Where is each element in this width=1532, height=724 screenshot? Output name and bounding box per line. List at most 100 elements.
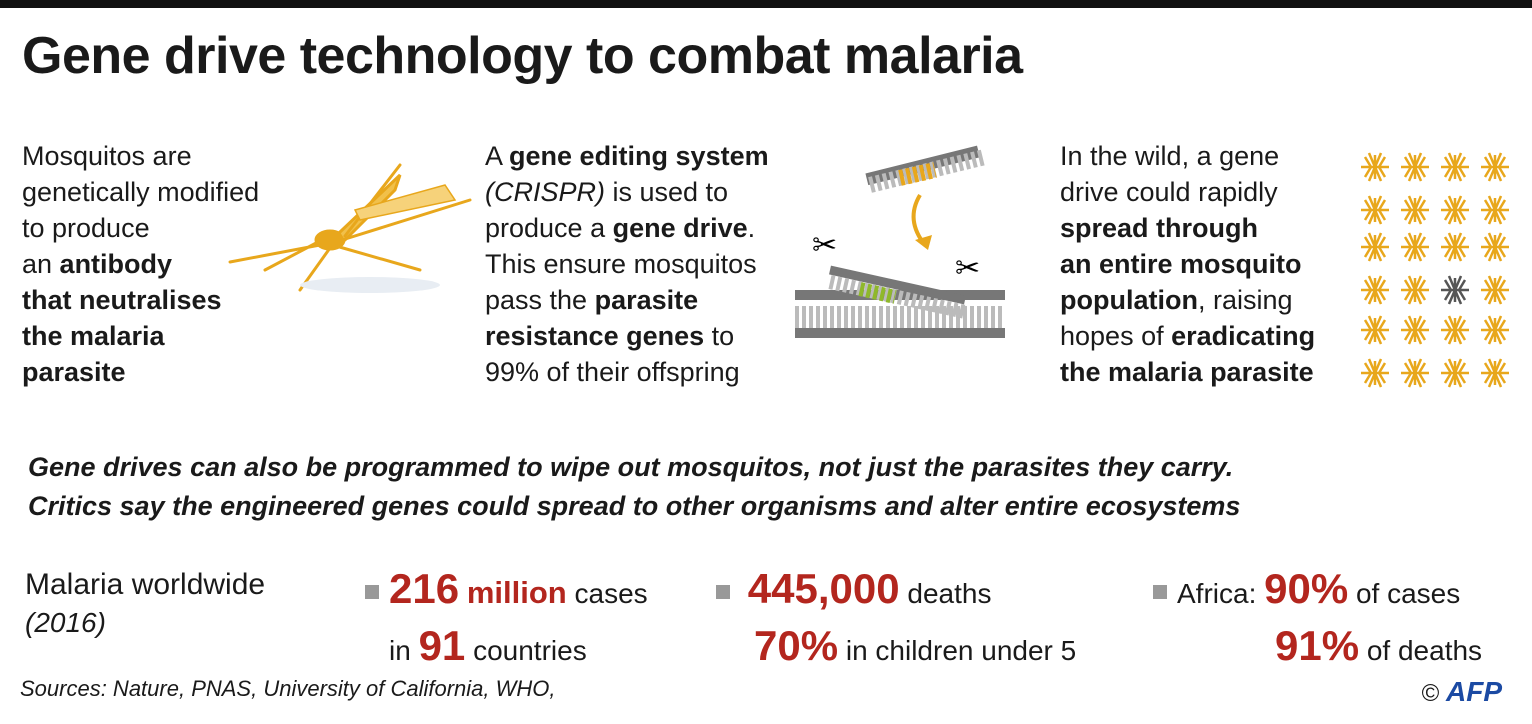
mosquito-icon [1441, 315, 1469, 345]
sources: Sources: Nature, PNAS, University of Cal… [20, 676, 556, 701]
mosquito-icon [1481, 195, 1509, 225]
text: parasite [594, 285, 699, 315]
stat-cases: 216 million cases in 91 countries [365, 563, 648, 677]
text: deaths [899, 578, 992, 609]
mosquito-icon [1481, 315, 1509, 345]
mosquito-icon [1401, 358, 1429, 388]
text: the malaria [22, 321, 165, 351]
shadow [300, 277, 440, 293]
mosquito-icon [1361, 358, 1389, 388]
strand-teeth [828, 275, 967, 319]
text: an [22, 249, 60, 279]
figure: 91% [1275, 622, 1360, 669]
arrow-head [915, 235, 932, 250]
mosquito-icon [1401, 315, 1429, 345]
mosquito-illustration [228, 163, 472, 293]
copyright: © [1421, 680, 1440, 707]
text: in [389, 635, 419, 666]
heading: Malaria worldwide [25, 568, 266, 601]
text: cases [566, 578, 648, 609]
text: Mosquitos are [22, 141, 192, 171]
text: spread through [1060, 213, 1259, 243]
panel-3: In the wild, a gene drive could rapidly … [1060, 138, 1315, 390]
mosquito-icon [1361, 232, 1389, 262]
mosquito-wing [353, 184, 457, 221]
stats-heading: Malaria worldwide (2016) [25, 566, 265, 642]
text: A [485, 141, 510, 171]
text: an entire mosquito [1060, 249, 1302, 279]
mosquito-icon [1401, 152, 1429, 182]
text: of deaths [1359, 635, 1483, 666]
figure: 91 [418, 622, 466, 669]
text: , raising [1197, 285, 1293, 315]
figure: 70% [754, 622, 839, 669]
insert [898, 162, 937, 186]
scissors: ✂ [955, 252, 980, 285]
note: Gene drives can also be programmed to wi… [28, 448, 1240, 526]
mosquito-icon [1481, 232, 1509, 262]
mosquito-icon [1361, 152, 1389, 182]
figure: 445,000 [747, 565, 900, 612]
text: parasite [22, 357, 126, 387]
text: gene drive [612, 213, 748, 243]
logo: AFP [1446, 676, 1502, 707]
mosquito-icon [1441, 232, 1469, 262]
bullet [1153, 585, 1167, 599]
text: . [747, 213, 756, 243]
mosquito-icon [1361, 315, 1389, 345]
bullet [365, 585, 379, 599]
text: 99% of their offspring [485, 357, 740, 387]
text: gene editing system [509, 141, 769, 171]
mosquito-icon [1361, 195, 1389, 225]
year: (2016) [25, 607, 106, 638]
note-line: Gene drives can also be programmed to wi… [28, 452, 1234, 482]
mosquito-icon [1481, 152, 1509, 182]
panel-2: A gene editing system (CRISPR) is used t… [485, 138, 769, 390]
text: Africa: [1177, 578, 1257, 609]
text: to produce [22, 213, 150, 243]
text: population [1060, 285, 1198, 315]
stat-deaths: 445,000 deaths 70% in children under 5 [716, 563, 1076, 677]
mosquito-legs [228, 163, 472, 292]
text: drive could rapidly [1060, 177, 1278, 207]
text: resistance genes [485, 321, 705, 351]
mosquito-grid [1361, 152, 1509, 388]
mosquito-icon [1401, 275, 1429, 305]
text: to [704, 321, 735, 351]
mosquito-icon [1481, 275, 1509, 305]
insert [858, 282, 897, 304]
text: This ensure mosquitos [485, 249, 757, 279]
text: hopes of [1060, 321, 1172, 351]
text: In the wild, a gene [1060, 141, 1280, 171]
text: antibody [59, 249, 173, 279]
stat-africa: Africa: 90% of cases 91% of deaths [1153, 563, 1482, 677]
figure: 90% [1264, 565, 1349, 612]
text: in children under 5 [838, 635, 1077, 666]
bullet [716, 585, 730, 599]
credit: © AFP [1422, 676, 1502, 708]
mosquito-icon [1441, 275, 1469, 305]
text: eradicating [1171, 321, 1316, 351]
mosquito-icon [1401, 195, 1429, 225]
text: of cases [1348, 578, 1461, 609]
illustrations: ✂ ✂ [228, 145, 1509, 388]
text: that neutralises [22, 285, 222, 315]
text: pass the [485, 285, 595, 315]
text: countries [465, 635, 587, 666]
figure: 216 [389, 565, 460, 612]
strand [795, 328, 1005, 338]
mosquito-icon [1441, 358, 1469, 388]
panel-1: Mosquitos are genetically modified to pr… [22, 138, 259, 390]
mosquito-icon [1361, 275, 1389, 305]
strand [829, 265, 966, 305]
mosquito-icon [1441, 195, 1469, 225]
text: genetically modified [22, 177, 260, 207]
mosquito-icon [1401, 232, 1429, 262]
title: Gene drive technology to combat malaria [22, 27, 1023, 85]
mosquito-icon [1441, 152, 1469, 182]
note-line: Critics say the engineered genes could s… [28, 491, 1241, 521]
scissors: ✂ [812, 229, 837, 262]
text: the malaria parasite [1060, 357, 1314, 387]
text: produce a [485, 213, 613, 243]
mosquito-icon [1481, 358, 1509, 388]
